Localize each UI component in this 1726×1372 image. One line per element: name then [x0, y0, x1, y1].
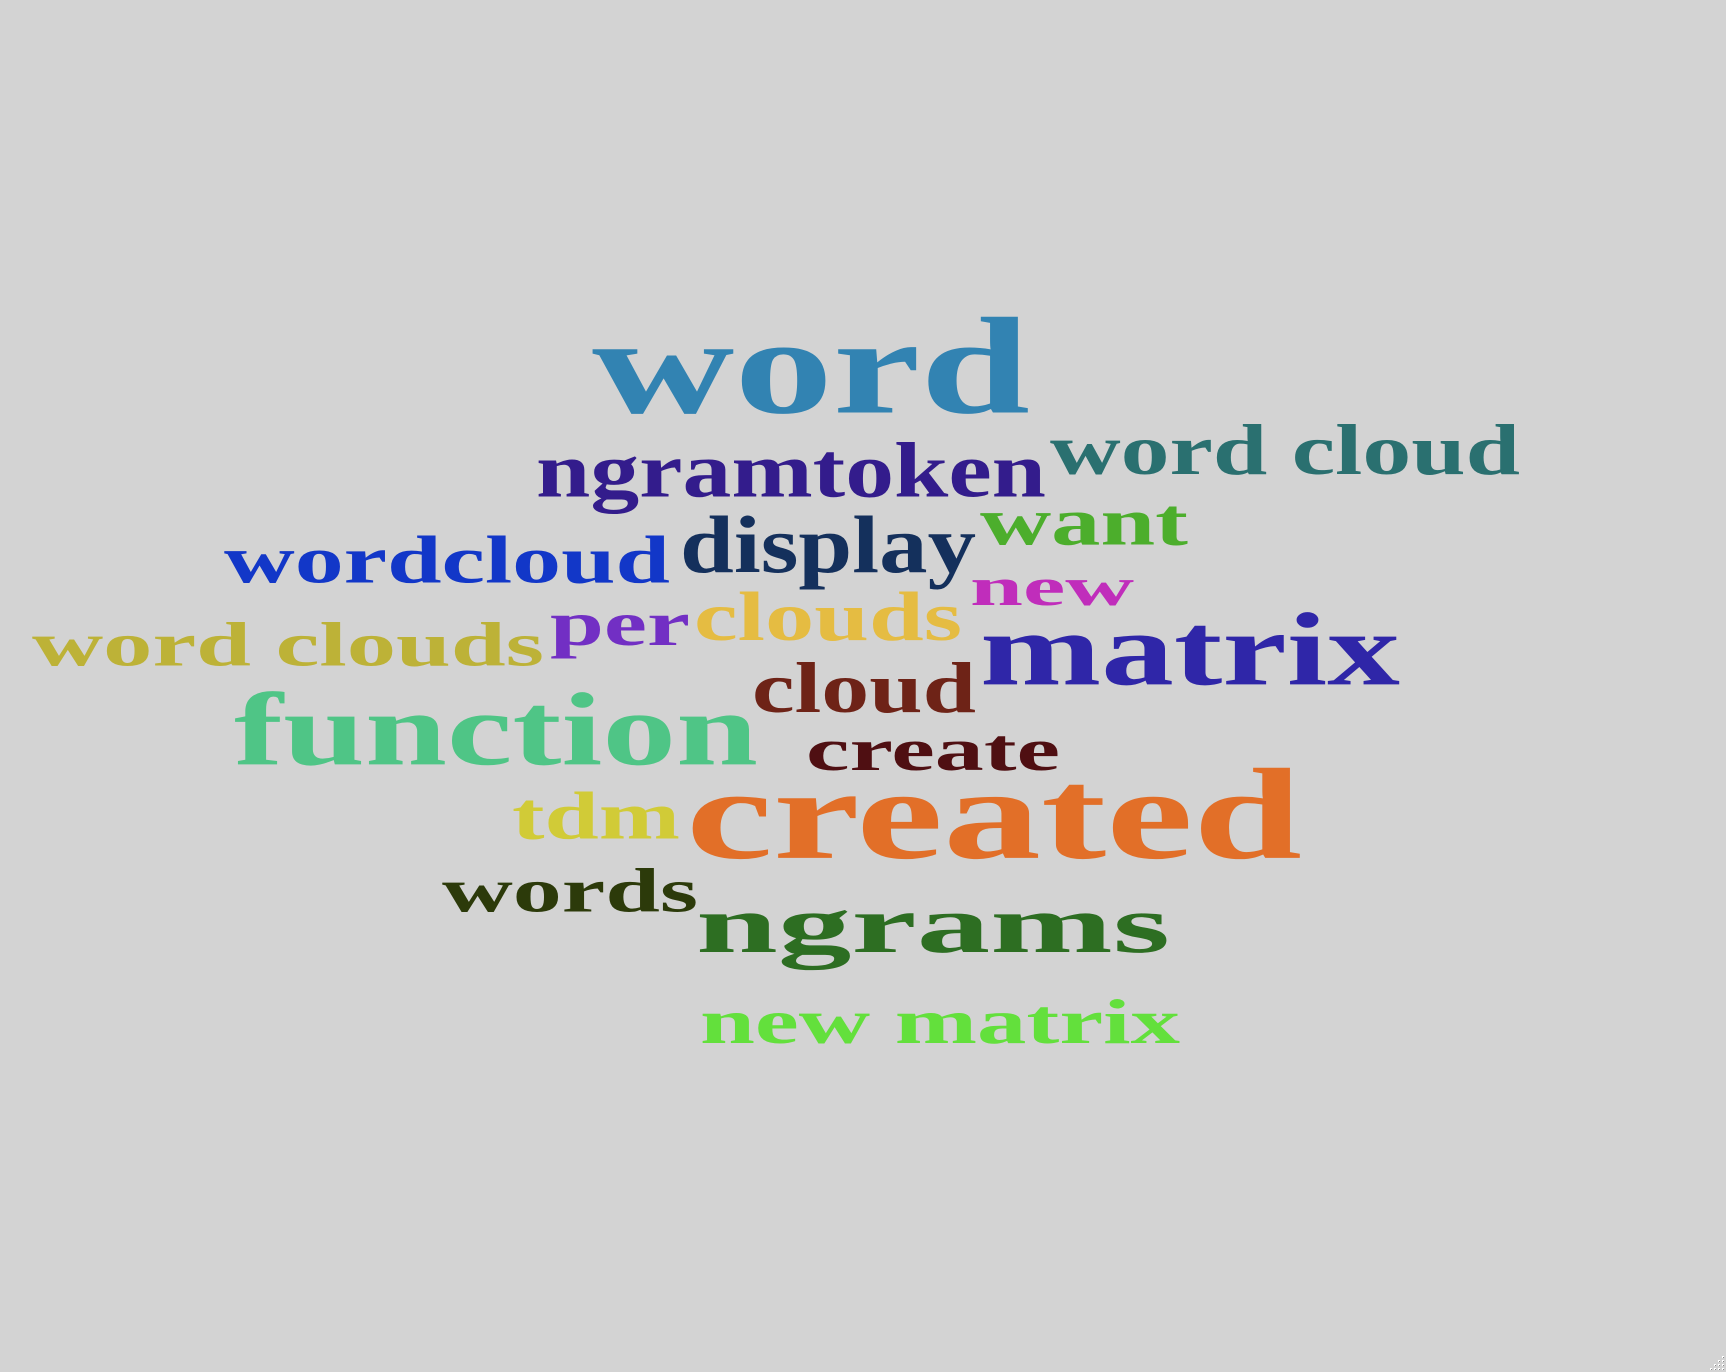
cloud-word-per: per — [550, 588, 690, 660]
cloud-word-word-cloud: word cloud — [1050, 409, 1520, 490]
cloud-word-want: want — [980, 483, 1188, 560]
cloud-word-cloud: cloud — [752, 647, 976, 728]
cloud-word-new-matrix: new matrix — [700, 986, 1180, 1058]
cloud-word-words: words — [442, 856, 698, 926]
cloud-word-word: word — [592, 289, 1030, 443]
cloud-word-create: create — [806, 716, 1060, 783]
cloud-word-tdm: tdm — [512, 777, 680, 854]
cloud-word-display: display — [680, 499, 976, 591]
cloud-word-ngrams: ngrams — [696, 879, 1170, 971]
cloud-word-clouds: clouds — [694, 577, 962, 656]
cloud-word-function: function — [234, 671, 758, 788]
resize-grip-icon[interactable] — [1696, 1342, 1726, 1372]
cloud-word-new: new — [970, 556, 1134, 617]
cloud-word-matrix: matrix — [980, 591, 1400, 708]
cloud-word-word-clouds: word clouds — [32, 610, 544, 680]
cloud-word-wordcloud: wordcloud — [224, 521, 670, 598]
cloud-word-created: created — [686, 742, 1302, 887]
cloud-word-ngramtoken: ngramtoken — [536, 427, 1046, 514]
